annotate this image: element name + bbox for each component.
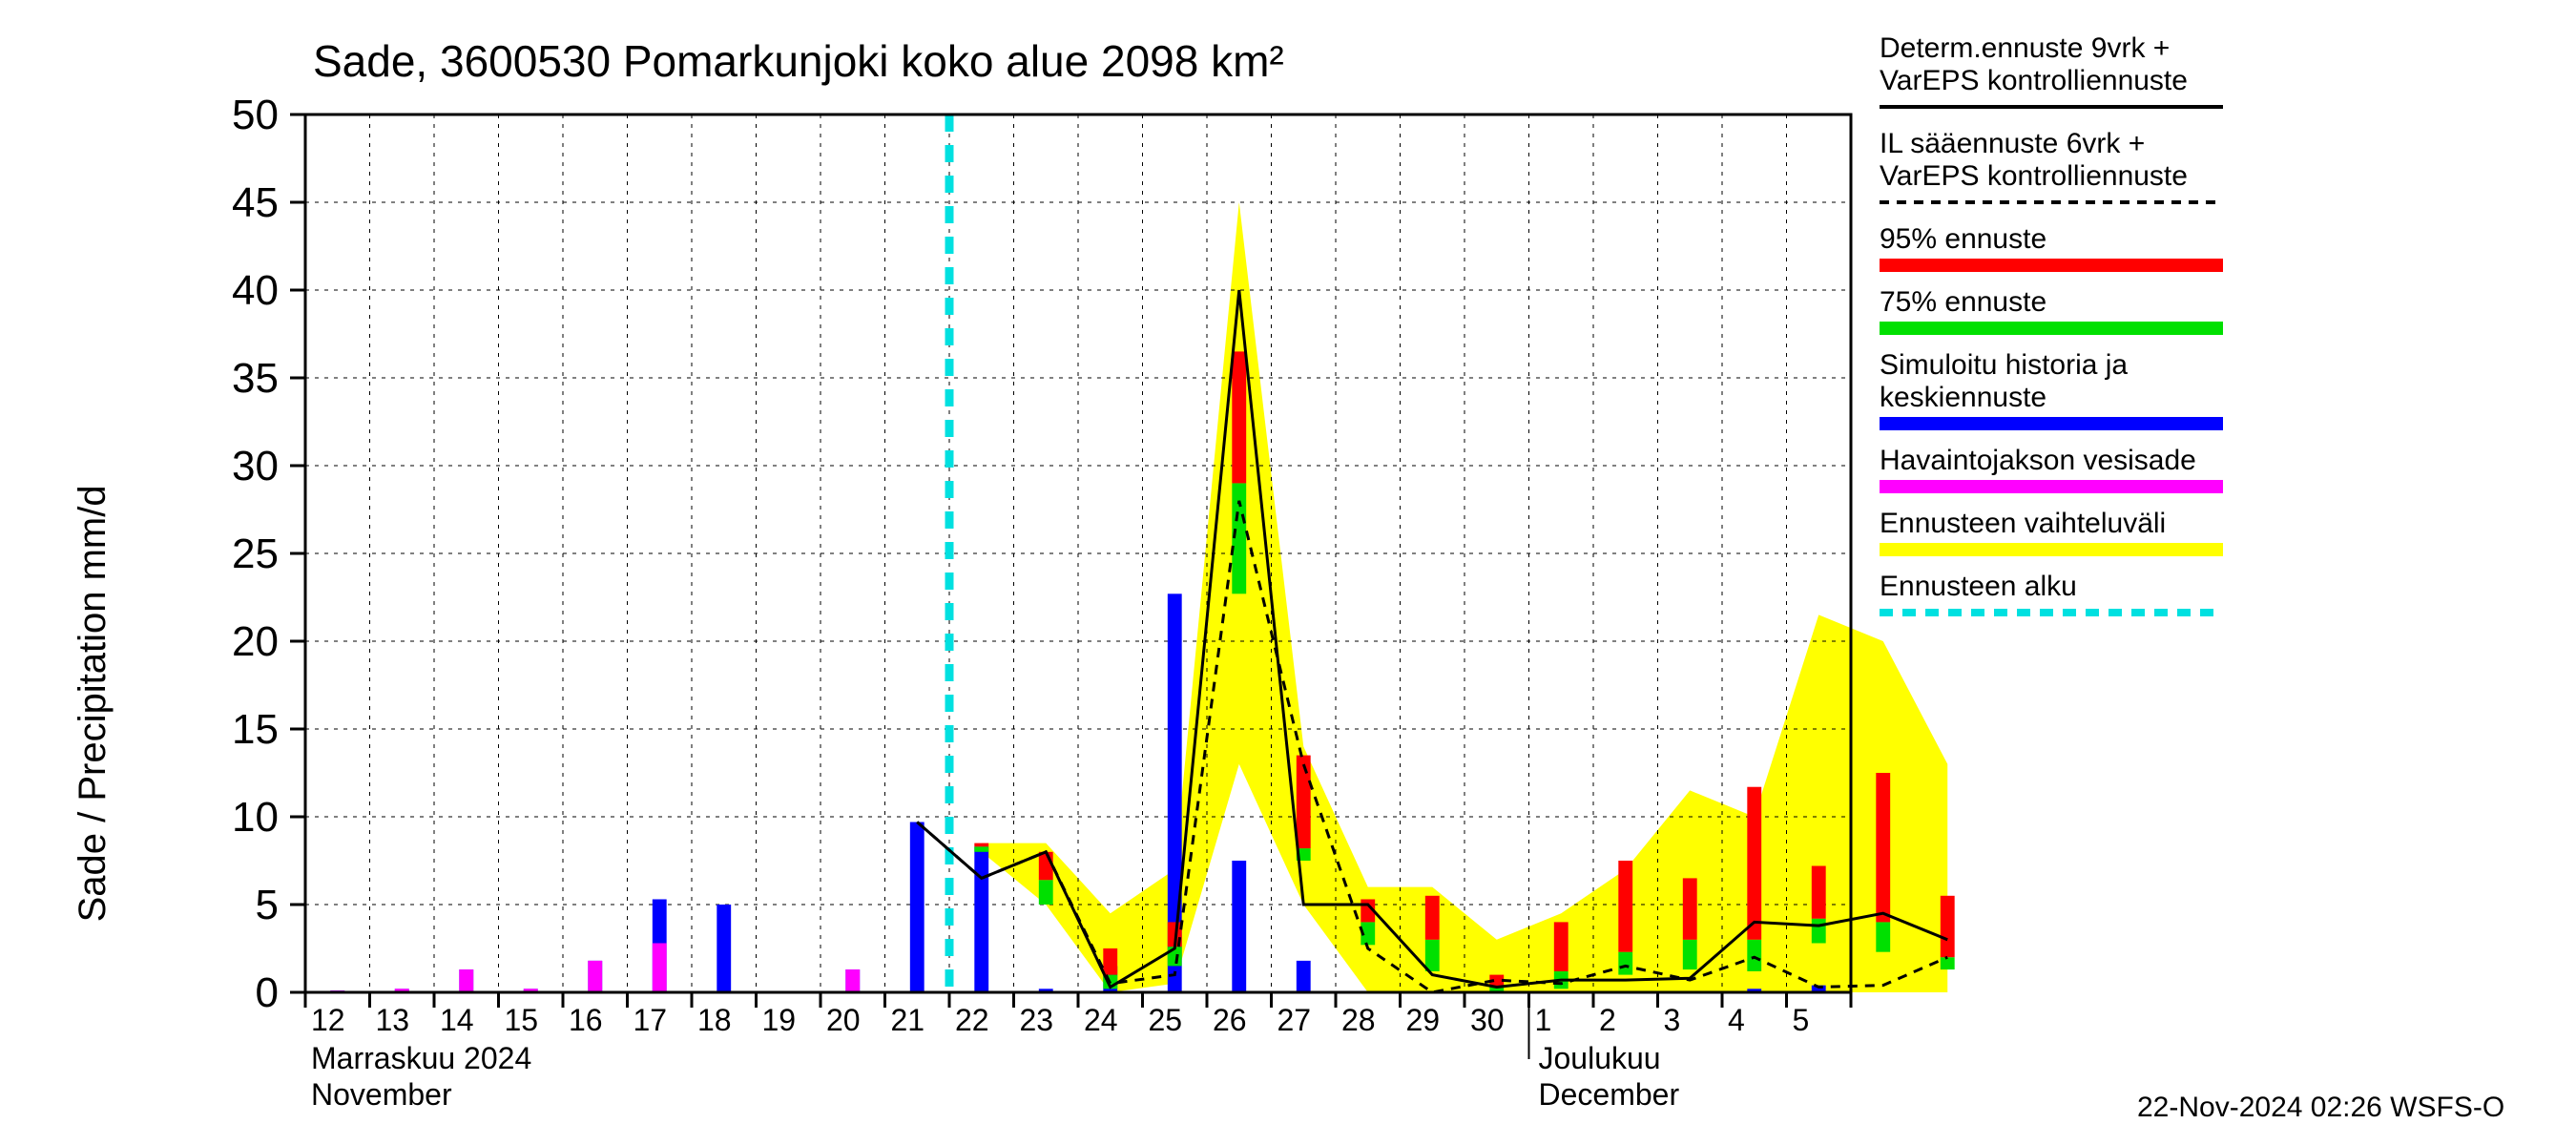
- x-tick-label: 3: [1664, 1003, 1681, 1037]
- x-tick-label: 15: [505, 1003, 539, 1037]
- bar-red: [1039, 852, 1053, 880]
- x-tick-label: 29: [1406, 1003, 1441, 1037]
- x-tick-label: 27: [1278, 1003, 1312, 1037]
- bar-green: [1747, 940, 1761, 971]
- bar-green: [1425, 940, 1440, 971]
- chart-container: { "title": "Sade, 3600530 Pomarkunjoki k…: [0, 0, 2576, 1145]
- x-tick-label: 18: [697, 1003, 732, 1037]
- bar-red: [1297, 756, 1311, 849]
- legend-swatch: [1880, 259, 2223, 272]
- y-axis-label: Sade / Precipitation mm/d: [72, 485, 114, 922]
- bar-green: [1232, 483, 1246, 593]
- bar-red: [1876, 773, 1890, 922]
- chart-title: Sade, 3600530 Pomarkunjoki koko alue 209…: [313, 36, 1284, 86]
- bar-magenta: [653, 943, 667, 992]
- x-tick-label: 2: [1599, 1003, 1616, 1037]
- y-tick-label: 40: [232, 267, 279, 314]
- x-tick-label: 1: [1535, 1003, 1552, 1037]
- x-tick-label: 25: [1149, 1003, 1183, 1037]
- bar-red: [1232, 351, 1246, 483]
- bar-blue: [1297, 961, 1311, 992]
- bar-red: [1812, 866, 1826, 919]
- x-tick-label: 22: [955, 1003, 989, 1037]
- y-tick-label: 10: [232, 794, 279, 841]
- y-tick-label: 20: [232, 618, 279, 665]
- bar-green: [974, 846, 988, 852]
- legend-label: 75% ennuste: [1880, 286, 2046, 318]
- bar-red: [1554, 922, 1568, 971]
- legend-label: VarEPS kontrolliennuste: [1880, 160, 2188, 192]
- legend-swatch: [1880, 543, 2223, 556]
- bar-green: [1683, 940, 1697, 969]
- x-tick-label: 30: [1470, 1003, 1505, 1037]
- bar-red: [1941, 896, 1955, 957]
- x-tick-label: 12: [311, 1003, 345, 1037]
- x-tick-label: 24: [1084, 1003, 1118, 1037]
- y-tick-label: 35: [232, 355, 279, 402]
- x-tick-label: 19: [762, 1003, 797, 1037]
- legend-label: Havaintojakson vesisade: [1880, 445, 2196, 476]
- month-label-left-1: Marraskuu 2024: [311, 1041, 531, 1075]
- x-tick-label: 4: [1728, 1003, 1745, 1037]
- x-tick-label: 17: [634, 1003, 668, 1037]
- x-tick-label: 5: [1793, 1003, 1810, 1037]
- month-label-left-2: November: [311, 1077, 452, 1112]
- legend-swatch: [1880, 417, 2223, 430]
- x-tick-label: 13: [376, 1003, 410, 1037]
- bar-red: [974, 843, 988, 847]
- x-tick-label: 20: [826, 1003, 861, 1037]
- bar-magenta: [459, 969, 473, 992]
- legend-label: 95% ennuste: [1880, 223, 2046, 255]
- legend-swatch: [1880, 322, 2223, 335]
- bar-red: [1747, 787, 1761, 940]
- bar-green: [1618, 952, 1632, 975]
- precipitation-chart: 0510152025303540455012131415161718192021…: [0, 0, 2576, 1145]
- legend-label: Ennusteen alku: [1880, 571, 2077, 602]
- month-label-right-2: December: [1539, 1077, 1680, 1112]
- legend-swatch: [1880, 480, 2223, 493]
- y-tick-label: 15: [232, 706, 279, 753]
- y-tick-label: 45: [232, 179, 279, 226]
- legend-label: Ennusteen vaihteluväli: [1880, 508, 2166, 539]
- x-tick-label: 14: [440, 1003, 474, 1037]
- x-tick-label: 21: [891, 1003, 925, 1037]
- bar-red: [1683, 878, 1697, 939]
- bar-red: [1103, 948, 1117, 975]
- bar-green: [1812, 919, 1826, 944]
- x-tick-label: 26: [1213, 1003, 1247, 1037]
- bar-green: [1941, 957, 1955, 969]
- x-tick-label: 16: [569, 1003, 603, 1037]
- bar-blue: [910, 822, 924, 992]
- y-tick-label: 25: [232, 531, 279, 577]
- bar-blue: [717, 905, 731, 992]
- bar-red: [1618, 861, 1632, 952]
- y-tick-label: 30: [232, 443, 279, 489]
- y-tick-label: 0: [256, 969, 279, 1016]
- bar-magenta: [845, 969, 860, 992]
- month-label-right-1: Joulukuu: [1539, 1041, 1661, 1075]
- y-tick-label: 5: [256, 882, 279, 928]
- legend-label: IL sääennuste 6vrk +: [1880, 128, 2145, 159]
- y-tick-label: 50: [232, 92, 279, 138]
- bar-green: [1039, 880, 1053, 905]
- footer-timestamp: 22-Nov-2024 02:26 WSFS-O: [2137, 1092, 2504, 1123]
- bar-blue: [1232, 861, 1246, 992]
- x-tick-label: 28: [1341, 1003, 1376, 1037]
- legend-label: Simuloitu historia ja: [1880, 349, 2128, 381]
- x-tick-label: 23: [1020, 1003, 1054, 1037]
- legend-label: VarEPS kontrolliennuste: [1880, 65, 2188, 96]
- legend-label: Determ.ennuste 9vrk +: [1880, 32, 2170, 64]
- bar-blue: [974, 846, 988, 992]
- bar-magenta: [588, 961, 602, 992]
- bar-red: [1425, 896, 1440, 940]
- bar-green: [1876, 922, 1890, 951]
- legend-label: keskiennuste: [1880, 382, 2046, 413]
